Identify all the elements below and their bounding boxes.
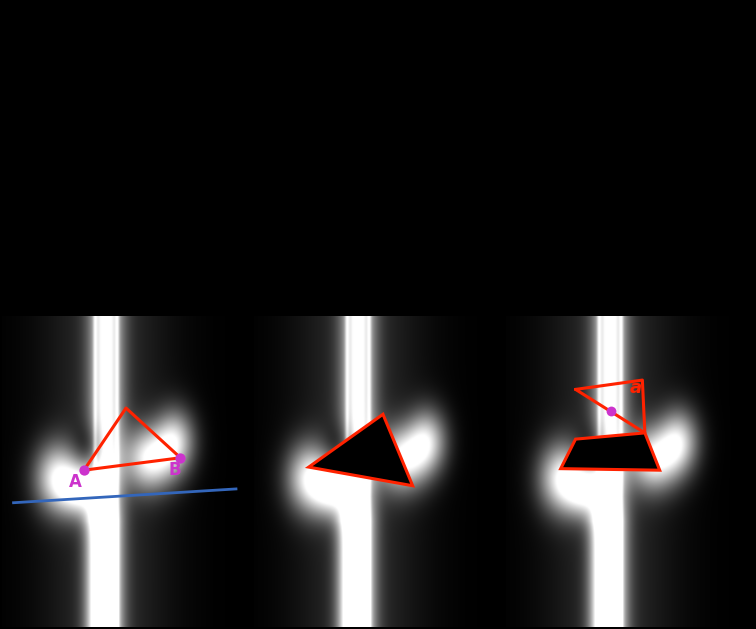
Polygon shape	[561, 433, 660, 470]
Text: A: A	[69, 473, 82, 491]
Text: a: a	[630, 379, 642, 396]
Point	[78, 465, 90, 476]
Point	[606, 406, 618, 416]
Point	[175, 453, 187, 463]
Text: B: B	[168, 461, 181, 479]
Polygon shape	[308, 415, 413, 486]
